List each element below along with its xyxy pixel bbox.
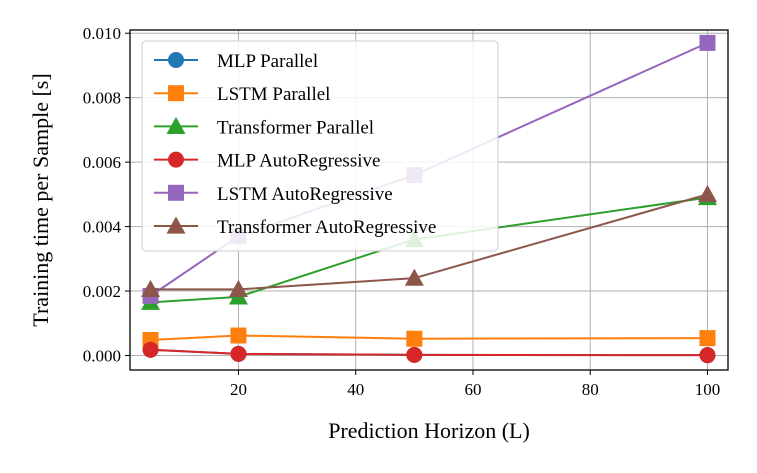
y-tick-label: 0.002 <box>83 282 121 301</box>
legend-entry: Transformer Parallel <box>154 116 374 138</box>
series-line <box>150 196 708 304</box>
legend-marker <box>168 151 184 168</box>
y-tick-label: 0.010 <box>83 24 121 43</box>
legend-box <box>141 40 499 252</box>
data-point <box>699 34 716 51</box>
y-axis-label: Training time per Sample [s] <box>28 73 53 326</box>
series-mlp-autoregressive <box>142 341 716 364</box>
legend-entry: LSTM Parallel <box>154 84 330 105</box>
y-tick-label: 0.006 <box>83 153 121 172</box>
legend-entry: LSTM AutoRegressive <box>154 184 393 205</box>
legend-entry: MLP Parallel <box>154 51 318 72</box>
data-point <box>699 347 716 364</box>
legend-label: MLP Parallel <box>217 51 318 72</box>
axis-ticks: 20 40 60 80 100 0.000 0.002 0.004 0.006 0.008 0.01… <box>83 24 720 399</box>
legend-label: LSTM AutoRegressive <box>217 184 393 205</box>
x-tick-label: 20 <box>230 380 247 399</box>
legend-label: Transformer Parallel <box>217 117 374 138</box>
x-tick-label: 40 <box>347 380 364 399</box>
data-point <box>141 279 161 298</box>
data-point <box>406 346 423 363</box>
legend: MLP Parallel LSTM Parallel Transformer Par… <box>141 40 499 252</box>
legend-marker <box>168 85 184 102</box>
y-tick-label: 0.008 <box>83 89 121 108</box>
series-layer <box>141 34 717 364</box>
legend-marker <box>166 216 186 234</box>
plot-frame <box>129 29 729 371</box>
data-point <box>404 268 424 286</box>
legend-marker <box>168 52 184 68</box>
data-point <box>142 341 159 358</box>
series-transformer-autoregressive <box>141 184 717 298</box>
legend-marker <box>168 184 184 201</box>
y-tick-label: 0.004 <box>83 218 122 237</box>
series-lstm-parallel <box>142 327 716 349</box>
legend-marker <box>166 116 186 134</box>
data-point <box>697 184 717 202</box>
legend-entry: MLP AutoRegressive <box>154 151 380 172</box>
legend-label: LSTM Parallel <box>217 84 330 105</box>
legend-label: MLP AutoRegressive <box>217 151 380 172</box>
legend-entry: Transformer AutoRegressive <box>154 216 436 238</box>
x-tick-label: 60 <box>464 380 481 399</box>
x-axis-label: Prediction Horizon (L) <box>328 418 530 443</box>
x-tick-label: 100 <box>695 380 721 399</box>
series-line <box>150 348 708 357</box>
data-point <box>699 330 716 347</box>
data-point <box>230 327 247 344</box>
data-point <box>230 345 247 362</box>
x-tick-label: 80 <box>582 380 599 399</box>
data-point <box>406 330 423 347</box>
data-point <box>228 279 248 298</box>
series-line <box>150 193 708 291</box>
series-line <box>150 334 708 342</box>
y-tick-label: 0.000 <box>83 346 121 365</box>
legend-label: Transformer AutoRegressive <box>217 217 436 238</box>
